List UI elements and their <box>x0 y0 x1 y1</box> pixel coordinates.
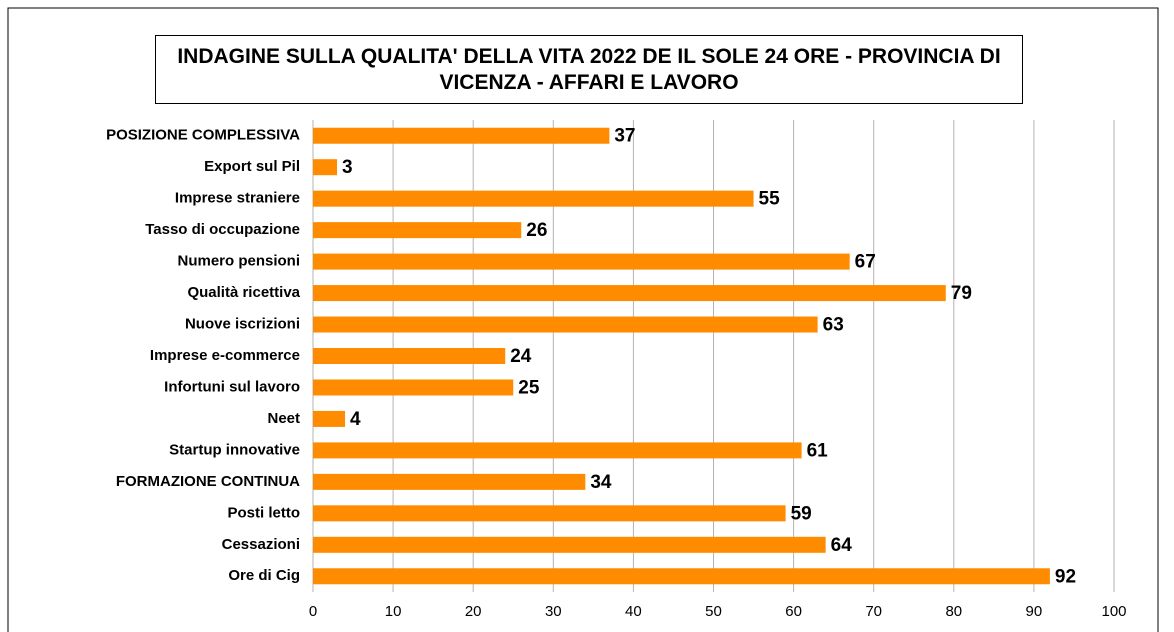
bar <box>313 127 610 144</box>
y-tick-label: Startup innovative <box>169 441 300 458</box>
y-tick-label: Export sul Pil <box>204 158 300 175</box>
x-tick-label: 100 <box>1101 603 1126 620</box>
value-label: 3 <box>342 157 353 178</box>
bar <box>313 285 946 302</box>
y-tick-label: Ore di Cig <box>228 567 300 584</box>
value-label: 92 <box>1055 566 1076 587</box>
y-tick-label: FORMAZIONE CONTINUA <box>116 473 300 490</box>
bar <box>313 190 754 207</box>
bar <box>313 568 1050 585</box>
bar <box>313 222 522 239</box>
chart-border <box>7 7 1159 632</box>
y-tick-label: POSIZIONE COMPLESSIVA <box>106 127 300 144</box>
x-tick-label: 60 <box>785 603 802 620</box>
bar <box>313 442 802 459</box>
bar <box>313 536 826 553</box>
value-label: 63 <box>823 315 844 336</box>
bar <box>313 473 586 490</box>
value-label: 61 <box>807 440 829 461</box>
bar <box>313 379 514 396</box>
x-tick-label: 0 <box>309 603 317 620</box>
x-tick-label: 80 <box>945 603 962 620</box>
value-label: 26 <box>526 220 547 241</box>
value-label: 55 <box>759 189 781 210</box>
x-tick-label: 70 <box>865 603 882 620</box>
value-label: 34 <box>590 472 612 493</box>
bar <box>313 348 506 364</box>
y-tick-label: Posti letto <box>227 504 300 521</box>
y-tick-label: Imprese straniere <box>175 190 300 207</box>
y-tick-label: Cessazioni <box>222 536 300 553</box>
y-tick-label: Numero pensioni <box>177 253 300 270</box>
value-label: 25 <box>518 377 540 398</box>
y-tick-label: Nuove iscrizioni <box>185 316 300 333</box>
bar <box>313 316 818 333</box>
bar <box>313 410 346 427</box>
value-label: 37 <box>614 126 635 147</box>
y-tick-label: Tasso di occupazione <box>145 221 300 238</box>
x-tick-label: 50 <box>705 603 722 620</box>
value-label: 4 <box>350 409 361 430</box>
x-tick-label: 20 <box>465 603 482 620</box>
y-tick-label: Infortuni sul lavoro <box>164 378 300 395</box>
bar <box>313 159 338 176</box>
x-tick-label: 90 <box>1026 603 1043 620</box>
y-tick-label: Imprese e-commerce <box>150 347 300 364</box>
chart-title: INDAGINE SULLA QUALITA' DELLA VITA 2022 … <box>155 35 1023 104</box>
y-tick-label: Qualità ricettiva <box>187 284 300 301</box>
x-tick-label: 10 <box>385 603 402 620</box>
bar <box>313 505 786 522</box>
value-label: 24 <box>510 346 532 367</box>
x-tick-label: 40 <box>625 603 642 620</box>
bar <box>313 253 850 270</box>
y-tick-label: Neet <box>267 410 300 427</box>
x-tick-label: 30 <box>545 603 562 620</box>
value-label: 59 <box>791 503 812 524</box>
value-label: 64 <box>831 535 853 556</box>
value-label: 79 <box>951 283 972 304</box>
value-label: 67 <box>855 252 876 273</box>
